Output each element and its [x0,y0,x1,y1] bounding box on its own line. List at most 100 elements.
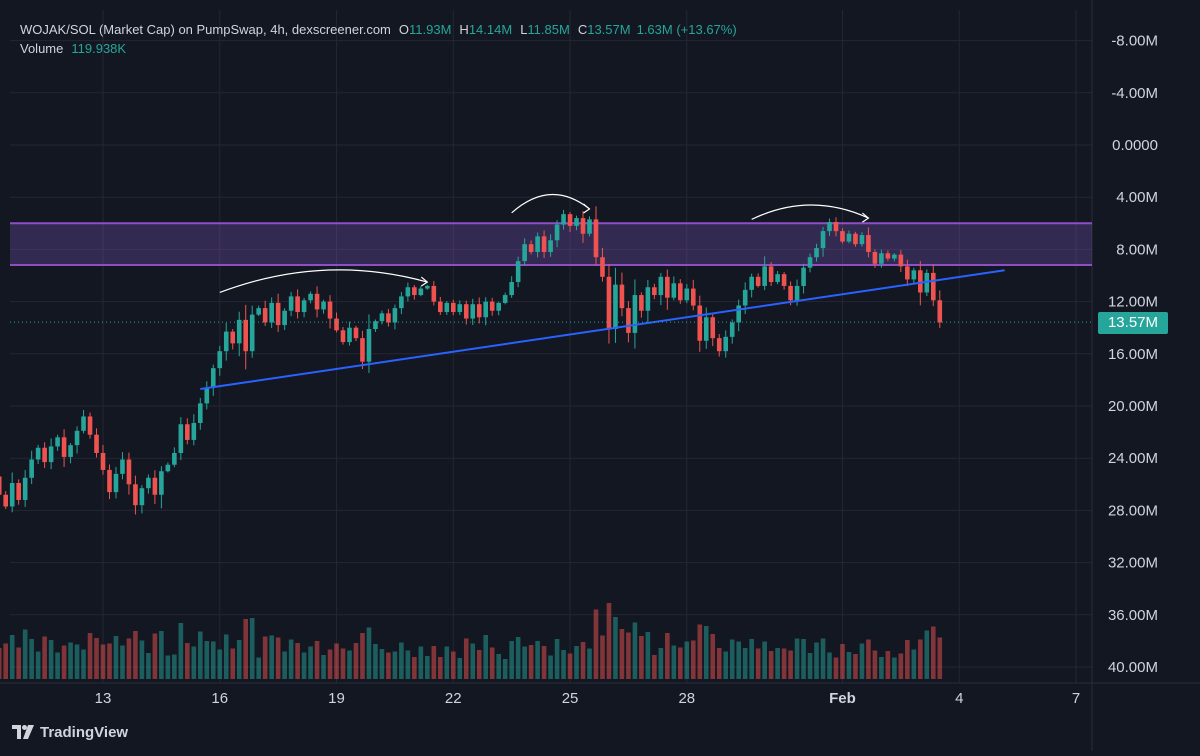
candle-body[interactable] [671,283,677,298]
candle-body[interactable] [126,459,132,485]
candle-body[interactable] [463,304,469,319]
candle-body[interactable] [87,416,93,435]
candle-body[interactable] [535,236,540,253]
candle-body[interactable] [580,218,586,234]
candle-body[interactable] [392,308,398,323]
candle-body[interactable] [405,287,411,297]
candle-body[interactable] [723,336,729,352]
candle-body[interactable] [489,301,495,311]
candle-body[interactable] [9,482,15,507]
candle-body[interactable] [736,305,741,323]
candle-body[interactable] [321,301,326,310]
candle-body[interactable] [665,276,670,298]
candle-body[interactable] [742,289,748,306]
candle-body[interactable] [165,464,171,472]
annotation-arc[interactable] [511,193,590,214]
candle-body[interactable] [68,445,73,457]
candle-body[interactable] [172,452,177,465]
candle-body[interactable] [249,314,255,352]
candle-body[interactable] [781,274,787,286]
candle-body[interactable] [418,288,424,296]
candle-body[interactable] [483,301,489,318]
candle-body[interactable] [476,304,482,318]
candle-body[interactable] [626,308,631,333]
candle-body[interactable] [814,248,819,258]
candle-body[interactable] [697,305,703,341]
candle-body[interactable] [347,327,352,343]
candle-body[interactable] [74,430,80,446]
candle-body[interactable] [29,459,34,478]
candle-body[interactable] [146,477,151,489]
candle-body[interactable] [230,331,236,344]
candle-body[interactable] [522,244,527,262]
candle-body[interactable] [509,282,514,296]
candle-body[interactable] [243,319,249,352]
candle-body[interactable] [113,473,119,493]
candle-body[interactable] [807,257,813,268]
candle-body[interactable] [438,301,443,313]
candle-body[interactable] [613,284,618,330]
candle-body[interactable] [827,221,832,232]
annotation-arc[interactable] [219,269,428,294]
candle-body[interactable] [0,476,2,495]
candle-body[interactable] [450,302,456,313]
candle-body[interactable] [658,276,664,296]
candle-body[interactable] [561,214,566,225]
candle-body[interactable] [833,221,839,232]
annotation-arc[interactable] [751,204,869,220]
candle-body[interactable] [600,257,605,277]
candle-body[interactable] [703,317,709,341]
candle-body[interactable] [399,296,404,309]
candle-body[interactable] [788,285,793,301]
candle-body[interactable] [282,310,287,326]
candle-body[interactable] [515,261,521,283]
candle-body[interactable] [606,276,612,330]
candle-body[interactable] [866,235,871,253]
candle-body[interactable] [444,302,450,313]
candle-body[interactable] [308,293,313,301]
candle-body[interactable] [567,214,573,226]
candle-body[interactable] [55,437,60,447]
candle-body[interactable] [918,270,923,293]
candle-body[interactable] [879,253,884,264]
candle-body[interactable] [457,304,463,313]
candle-body[interactable] [35,447,41,460]
candle-body[interactable] [690,288,696,306]
tradingview-logo[interactable]: TradingView [12,721,128,743]
candle-body[interactable] [301,300,307,313]
candle-body[interactable] [133,484,138,506]
candle-body[interactable] [632,295,638,333]
candle-body[interactable] [911,270,917,280]
candle-body[interactable] [288,296,294,311]
candle-body[interactable] [275,302,281,326]
candle-body[interactable] [587,219,592,234]
candle-body[interactable] [373,321,378,330]
candle-body[interactable] [42,447,47,463]
candle-body[interactable] [295,296,300,313]
candle-body[interactable] [846,233,852,242]
candle-body[interactable] [48,446,54,463]
candle-body[interactable] [853,233,858,245]
candle-body[interactable] [185,424,190,440]
candle-body[interactable] [16,482,21,500]
candle-body[interactable] [619,284,625,309]
candle-body[interactable] [334,318,339,331]
candle-body[interactable] [840,231,845,242]
candle-body[interactable] [937,300,943,323]
candle-body[interactable] [801,267,806,286]
candle-body[interactable] [178,424,184,453]
candle-body[interactable] [152,477,158,495]
candle-body[interactable] [710,317,716,339]
candle-body[interactable] [223,331,229,352]
candle-body[interactable] [755,276,761,286]
candle-body[interactable] [645,287,651,311]
candle-body[interactable] [366,329,372,362]
candle-body[interactable] [905,266,910,280]
candle-body[interactable] [431,285,437,302]
candle-body[interactable] [541,236,547,253]
candle-body[interactable] [548,240,553,253]
candle-body[interactable] [81,416,86,431]
candle-body[interactable] [729,322,735,337]
candle-body[interactable] [107,469,112,493]
